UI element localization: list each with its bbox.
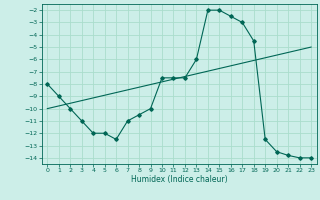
X-axis label: Humidex (Indice chaleur): Humidex (Indice chaleur) bbox=[131, 175, 228, 184]
